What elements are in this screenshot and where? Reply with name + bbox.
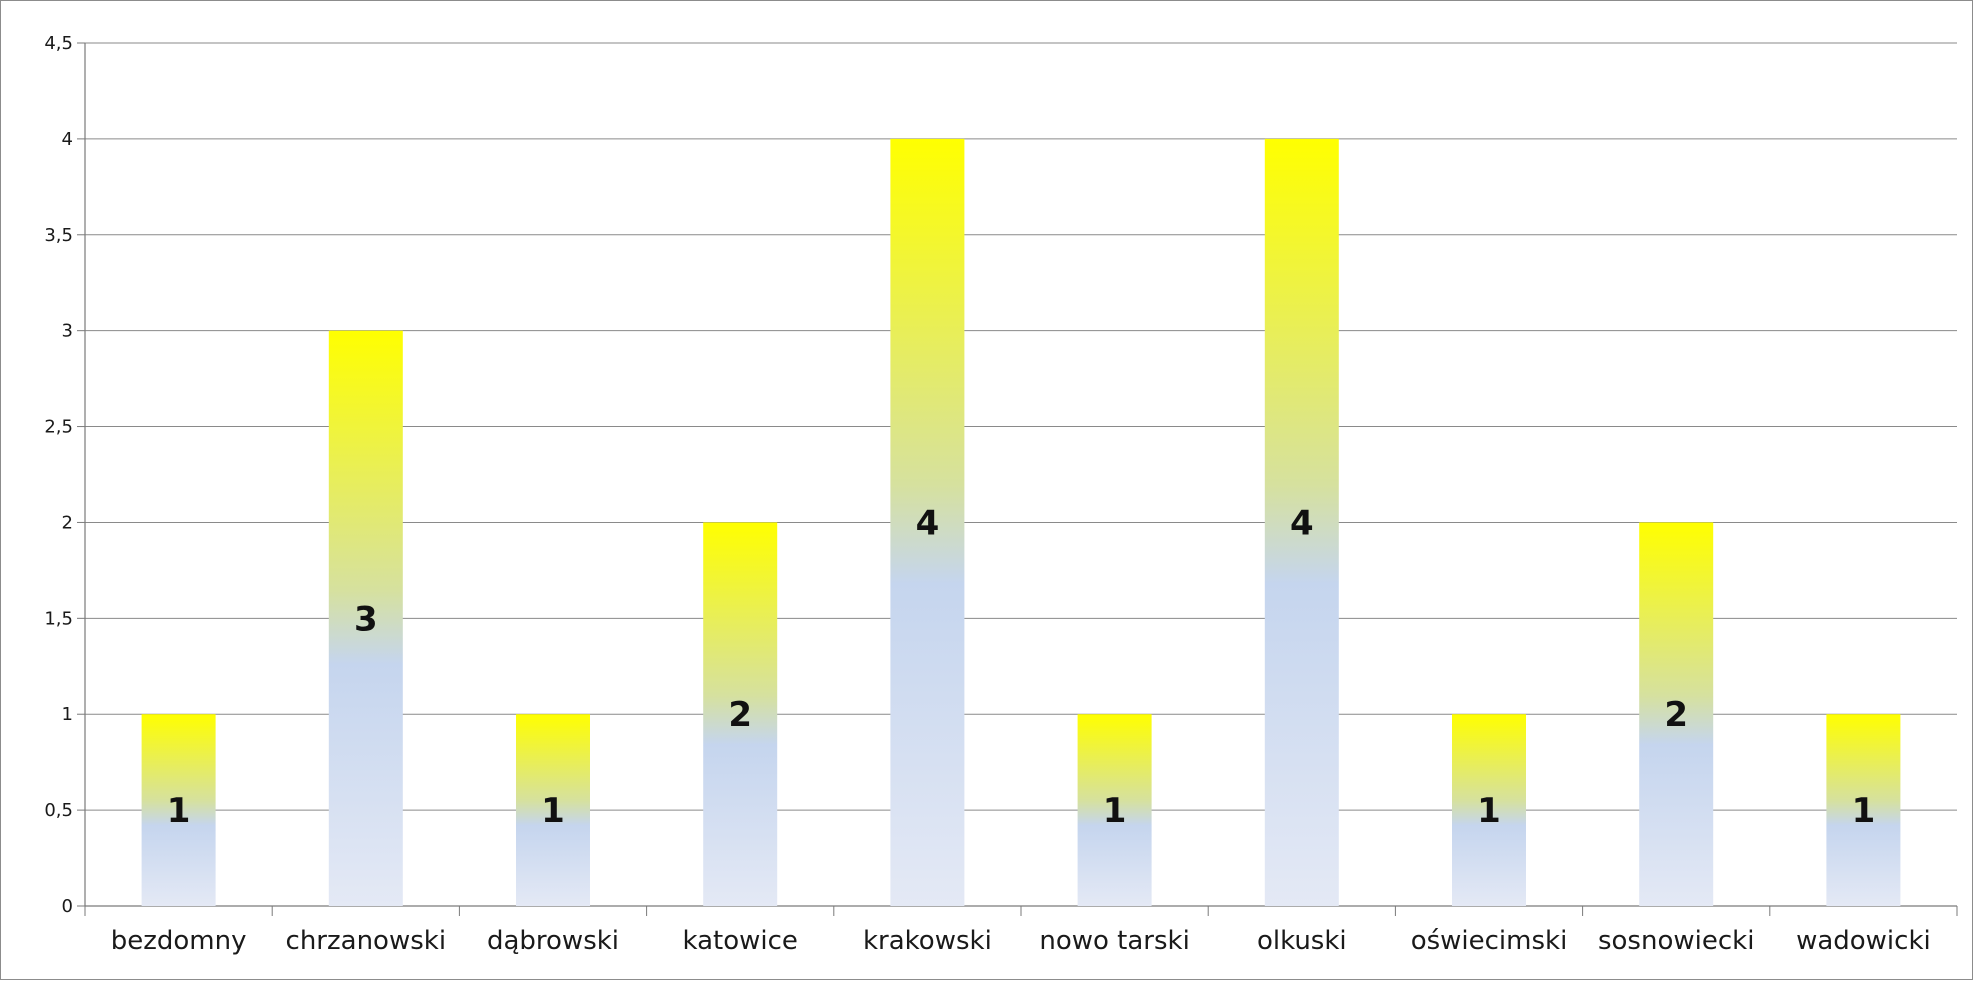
y-tick-label: 3,5 [44, 225, 73, 246]
x-category-label: olkuski [1257, 926, 1347, 956]
y-tick-label: 1,5 [44, 608, 73, 629]
x-category-label: katowice [682, 926, 797, 956]
data-label: 1 [1103, 791, 1127, 831]
bar [1826, 714, 1901, 906]
data-label: 2 [1664, 695, 1688, 735]
bar [1264, 138, 1339, 906]
x-category-label: sosnowiecki [1598, 926, 1754, 956]
y-tick-label: 0,5 [44, 800, 73, 821]
y-tick-label: 0 [62, 896, 73, 917]
bar [1077, 714, 1152, 906]
data-label: 1 [541, 791, 565, 831]
bar [516, 714, 590, 906]
data-label: 3 [354, 599, 378, 639]
data-label: 4 [1290, 503, 1314, 543]
bars [141, 138, 1901, 907]
data-label: 4 [916, 503, 940, 543]
y-tick-label: 2 [62, 512, 73, 533]
y-tick-label: 1 [62, 704, 73, 725]
data-label: 1 [167, 791, 191, 831]
x-category-label: oświecimski [1411, 926, 1568, 956]
x-category-label: bezdomny [111, 926, 247, 956]
y-tick-label: 2,5 [44, 417, 73, 438]
bar [328, 330, 403, 907]
y-tick-label: 3 [62, 321, 73, 342]
bar [1452, 714, 1526, 906]
x-category-label: wadowicki [1796, 926, 1931, 956]
bar [141, 714, 216, 906]
x-category-label: chrzanowski [286, 926, 447, 956]
labels: 0 0,5 1 1,5 2 2,5 3 3,5 4 4,5 1 bezdomny 3 chrzanowsk… [44, 33, 1930, 956]
bar [890, 138, 965, 906]
data-label: 2 [728, 695, 752, 735]
x-category-label: dąbrowski [487, 926, 619, 956]
y-tick-label: 4,5 [44, 33, 73, 54]
data-label: 1 [1852, 791, 1876, 831]
y-tick-label: 4 [62, 129, 73, 150]
bar [1639, 522, 1714, 906]
x-category-label: nowo tarski [1039, 926, 1189, 956]
bar [703, 522, 778, 906]
data-label: 1 [1477, 791, 1501, 831]
x-category-label: krakowski [863, 926, 992, 956]
